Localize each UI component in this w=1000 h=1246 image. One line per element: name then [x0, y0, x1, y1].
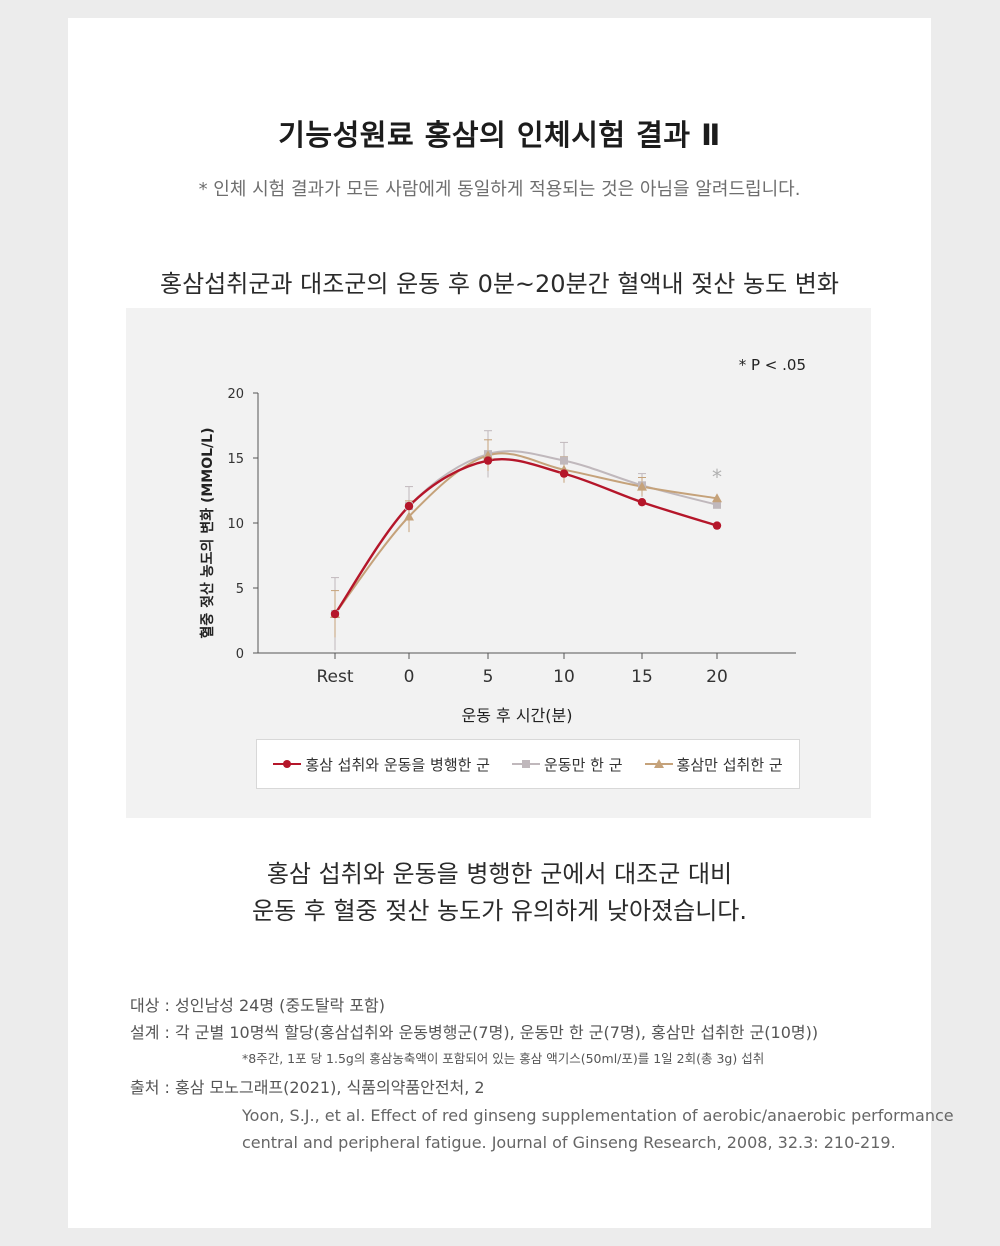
legend-label-series-3: 홍삼만 섭취한 군	[676, 755, 783, 774]
note-design: 설계 : 각 군별 10명씩 할당(홍삼섭취와 운동병행군(7명), 운동만 한…	[130, 1023, 819, 1042]
chart-legend: 홍삼 섭취와 운동을 병행한 군 운동만 한 군 홍삼만 섭취한 군	[256, 739, 800, 789]
point-marker	[637, 498, 647, 507]
y-tick-label: 10	[227, 517, 244, 532]
legend-label-series-2: 운동만 한 군	[544, 755, 623, 774]
lactate-line-chart: 0 5 10 15 20 Rest 0 5 10 15 20 운동 후 시간(분) 혈중 젖산 농도의 …	[199, 356, 806, 725]
legend-item-series-3: 홍삼만 섭취한 군	[644, 754, 783, 775]
chart-labels: 0 5 10 15 20 Rest 0 5 10 15 20 운동 후 시간(분) 혈중 젖산 농도의 …	[199, 356, 806, 725]
point-marker	[713, 500, 721, 509]
point-marker	[404, 511, 414, 521]
conclusion-line-1: 홍삼 섭취와 운동을 병행한 군에서 대조군 대비	[266, 860, 733, 888]
point-marker	[330, 609, 340, 619]
reference-line-2: central and peripheral fatigue. Journal …	[242, 1133, 896, 1152]
y-axis-title: 혈중 젖산 농도의 변화 (MMOL/L)	[199, 428, 216, 639]
point-marker	[559, 469, 569, 478]
series-line-2	[334, 450, 718, 615]
legend-item-series-2: 운동만 한 군	[512, 754, 623, 775]
disclaimer-text: * 인체 시험 결과가 모든 사람에게 동일하게 적용되는 것은 아님을 알려드…	[198, 179, 801, 200]
point-marker	[712, 493, 722, 503]
x-tick-label: 15	[631, 667, 653, 687]
chart-heading: 홍삼섭취군과 대조군의 운동 후 0분~20분간 혈액내 젖산 농도 변화	[160, 270, 839, 298]
reference-line-1: Yoon, S.J., et al. Effect of red ginseng…	[242, 1106, 954, 1125]
note-subjects: 대상 : 성인남성 24명 (중도탈락 포함)	[130, 996, 386, 1015]
series-markers	[330, 450, 722, 619]
y-tick-label: 20	[227, 387, 244, 402]
legend-label-series-1: 홍삼 섭취와 운동을 병행한 군	[305, 755, 490, 774]
significance-note: * P < .05	[739, 356, 806, 374]
y-tick-label: 15	[227, 452, 244, 467]
content-card: 기능성원료 홍삼의 인체시험 결과 Ⅱ * 인체 시험 결과가 모든 사람에게 …	[68, 18, 954, 1228]
legend-item-series-1: 홍삼 섭취와 운동을 병행한 군	[273, 754, 490, 775]
point-marker	[483, 450, 493, 460]
legend-triangle-marker-icon	[644, 759, 673, 768]
conclusion-text: 홍삼 섭취와 운동을 병행한 군에서 대조군 대비 운동 후 혈중 젖산 농도가…	[68, 856, 931, 930]
point-marker	[483, 456, 493, 465]
significance-marker: *	[712, 465, 722, 489]
point-marker	[637, 481, 647, 491]
page-title: 기능성원료 홍삼의 인체시험 결과 Ⅱ	[278, 118, 721, 152]
series-lines	[334, 450, 718, 615]
note-design-detail: *8주간, 1포 당 1.5g의 홍삼농축액이 포함되어 있는 홍삼 액기스(5…	[242, 1051, 765, 1066]
point-marker	[404, 501, 414, 511]
x-tick-label: 10	[553, 667, 575, 687]
point-marker	[560, 456, 568, 465]
x-tick-label: Rest	[316, 667, 353, 687]
chart-axes	[253, 392, 796, 659]
x-tick-label: 5	[483, 667, 494, 687]
chart-panel: 0 5 10 15 20 Rest 0 5 10 15 20 운동 후 시간(분) 혈중 젖산 농도의 …	[126, 308, 871, 818]
point-marker	[712, 521, 722, 530]
legend-circle-marker-icon	[273, 760, 302, 768]
note-source: 출처 : 홍삼 모노그래프(2021), 식품의약품안전처, 2	[130, 1078, 485, 1097]
x-tick-label: 20	[706, 667, 728, 687]
legend-square-marker-icon	[512, 760, 540, 768]
series-line-3	[334, 452, 718, 615]
conclusion-line-2: 운동 후 혈중 젖산 농도가 유의하게 낮아졌습니다.	[251, 897, 747, 925]
y-tick-label: 0	[236, 647, 244, 662]
x-tick-label: 0	[404, 667, 415, 687]
x-axis-title: 운동 후 시간(분)	[462, 706, 573, 725]
y-tick-label: 5	[236, 582, 244, 597]
